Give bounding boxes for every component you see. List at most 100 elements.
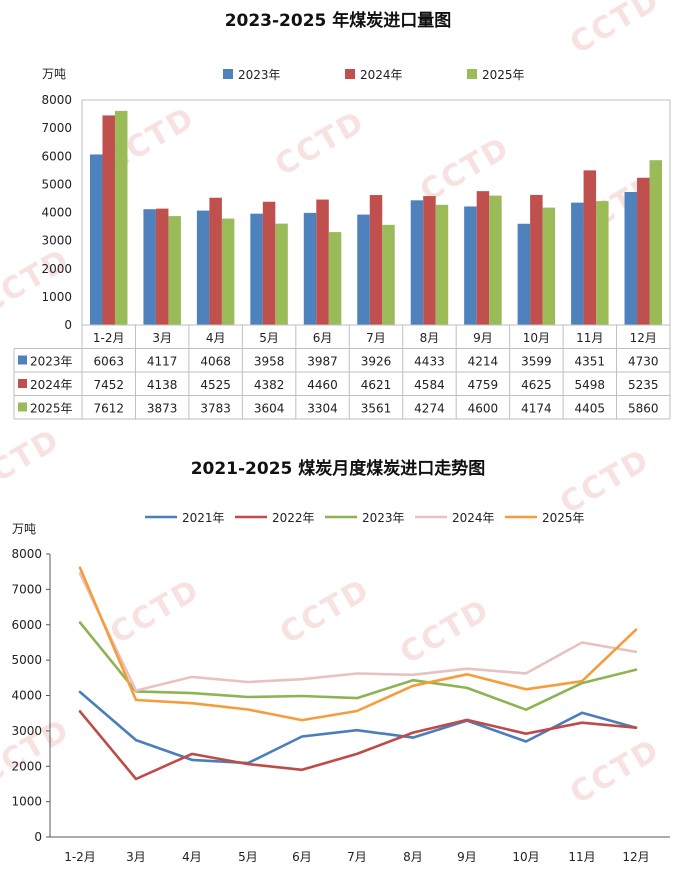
watermark-text: CCTD xyxy=(269,104,371,183)
line-series-2024年 xyxy=(78,572,638,692)
table-cell-value: 4174 xyxy=(521,402,552,416)
line-x-tick-label: 7月 xyxy=(347,850,367,864)
line-x-tick-label: 3月 xyxy=(126,850,146,864)
line-x-tick-label: 5月 xyxy=(238,850,258,864)
bar-2025年-10月 xyxy=(542,207,556,325)
bar-2024年-11月 xyxy=(583,170,597,325)
bar-2023年-4月 xyxy=(196,210,210,325)
table-cell-value: 4117 xyxy=(147,355,178,369)
bar-chart-y-ticks: 0 1000 2000 3000 4000 5000 6000 7000 8000 xyxy=(41,93,72,332)
table-key-swatch-2024年 xyxy=(18,379,27,388)
bar-2025年-7月 xyxy=(382,224,395,325)
table-series-label-2025年: 2025年 xyxy=(30,402,73,416)
bar-x-tick-label: 11月 xyxy=(576,331,603,345)
bar-2025年-4月 xyxy=(221,218,235,325)
watermark-text: CCTD xyxy=(104,572,206,651)
bar-legend-swatch-2023年 xyxy=(223,69,233,79)
bar-2025年-6月 xyxy=(328,232,342,325)
line-y-tick-label: 3000 xyxy=(11,724,42,738)
table-cell-value: 6063 xyxy=(93,355,124,369)
bar-2024年-10月 xyxy=(530,194,543,325)
line-series-2023年 xyxy=(78,621,638,712)
bar-2023年-9月 xyxy=(464,206,477,325)
bar-x-tick-label: 10月 xyxy=(523,331,550,345)
bar-2025年-3月 xyxy=(168,216,181,325)
table-cell-value: 4351 xyxy=(575,355,606,369)
table-cell-value: 4433 xyxy=(414,355,445,369)
line-x-tick-label: 8月 xyxy=(403,850,423,864)
bar-y-tick-label: 7000 xyxy=(41,121,72,135)
table-cell-value: 3958 xyxy=(254,355,285,369)
table-cell-value: 3599 xyxy=(521,355,552,369)
line-chart-legend: 2021年 2022年 2023年 2024年 2025年 xyxy=(145,511,585,525)
bar-2024年-6月 xyxy=(316,199,329,325)
line-chart-y-ticks: 0 1000 2000 3000 4000 5000 6000 7000 8000 xyxy=(11,547,42,844)
bar-y-tick-label: 6000 xyxy=(41,149,72,163)
table-cell-value: 4600 xyxy=(468,402,499,416)
bar-2023年-5月 xyxy=(250,213,263,325)
table-cell-value: 4405 xyxy=(575,402,606,416)
line-x-tick-label: 6月 xyxy=(292,850,312,864)
table-cell-value: 5860 xyxy=(628,402,659,416)
bar-2023年-12月 xyxy=(624,191,638,325)
line-legend-label-2021年: 2021年 xyxy=(182,511,225,525)
line-x-tick-label: 10月 xyxy=(512,850,539,864)
bar-x-tick-label: 1-2月 xyxy=(93,331,125,345)
line-legend-label-2024年: 2024年 xyxy=(452,511,495,525)
table-cell-value: 3304 xyxy=(307,402,338,416)
bar-legend-swatch-2024年 xyxy=(345,69,355,79)
line-y-tick-label: 0 xyxy=(34,830,42,844)
watermark-text: CCTD xyxy=(554,442,656,521)
bar-chart-y-unit: 万吨 xyxy=(42,67,66,81)
table-key-swatch-2025年 xyxy=(18,402,27,412)
bar-legend-label-2023年: 2023年 xyxy=(238,68,281,82)
table-key-swatch-2023年 xyxy=(18,355,27,365)
table-cell-value: 4584 xyxy=(414,378,445,392)
line-x-tick-label: 4月 xyxy=(182,850,202,864)
bar-2024年-9月 xyxy=(476,191,490,325)
line-y-tick-label: 2000 xyxy=(11,759,42,773)
bar-x-tick-label: 8月 xyxy=(420,331,440,345)
table-cell-value: 3926 xyxy=(361,355,392,369)
watermark-text: CCTD xyxy=(0,422,66,501)
bar-y-tick-label: 2000 xyxy=(41,262,72,276)
bar-legend-swatch-2025年 xyxy=(467,69,477,79)
bar-x-tick-label: 3月 xyxy=(152,331,172,345)
table-cell-value: 4068 xyxy=(200,355,231,369)
table-cell-value: 3561 xyxy=(361,402,392,416)
line-y-tick-label: 7000 xyxy=(11,582,42,596)
line-x-tick-label: 11月 xyxy=(568,850,595,864)
bar-2025年-12月 xyxy=(649,160,663,325)
watermark-text: CCTD xyxy=(274,572,376,651)
table-cell-value: 4525 xyxy=(200,378,231,392)
bar-x-tick-label: 5月 xyxy=(259,331,279,345)
table-cell-value: 4460 xyxy=(307,378,338,392)
table-cell-value: 4214 xyxy=(468,355,499,369)
table-cell-value: 3604 xyxy=(254,402,285,416)
bar-2024年-8月 xyxy=(423,196,436,325)
line-y-tick-label: 8000 xyxy=(11,547,42,561)
line-y-tick-label: 4000 xyxy=(11,689,42,703)
line-series-2025年 xyxy=(78,566,638,722)
bar-x-tick-label: 7月 xyxy=(366,331,386,345)
watermark-text: CCTD xyxy=(0,242,76,321)
bar-2024年-4月 xyxy=(209,197,222,325)
line-legend-label-2023年: 2023年 xyxy=(362,511,405,525)
line-y-tick-label: 6000 xyxy=(11,618,42,632)
bar-2024年-1-2月 xyxy=(102,115,115,325)
bar-x-tick-label: 9月 xyxy=(473,331,493,345)
bar-chart-bars xyxy=(89,110,663,325)
bar-y-tick-label: 4000 xyxy=(41,206,72,220)
bar-x-tick-label: 12月 xyxy=(630,331,657,345)
bar-y-tick-label: 1000 xyxy=(41,290,72,304)
bar-2024年-5月 xyxy=(262,201,276,325)
bar-2025年-9月 xyxy=(489,195,502,325)
line-series-2021年 xyxy=(78,690,638,765)
bar-2025年-11月 xyxy=(596,201,609,325)
bar-2025年-8月 xyxy=(435,204,449,325)
bar-chart-legend: 2023年 2024年 2025年 xyxy=(223,68,525,82)
bar-x-tick-label: 4月 xyxy=(206,331,226,345)
bar-2023年-8月 xyxy=(410,200,424,325)
bar-legend-label-2024年: 2024年 xyxy=(360,68,403,82)
